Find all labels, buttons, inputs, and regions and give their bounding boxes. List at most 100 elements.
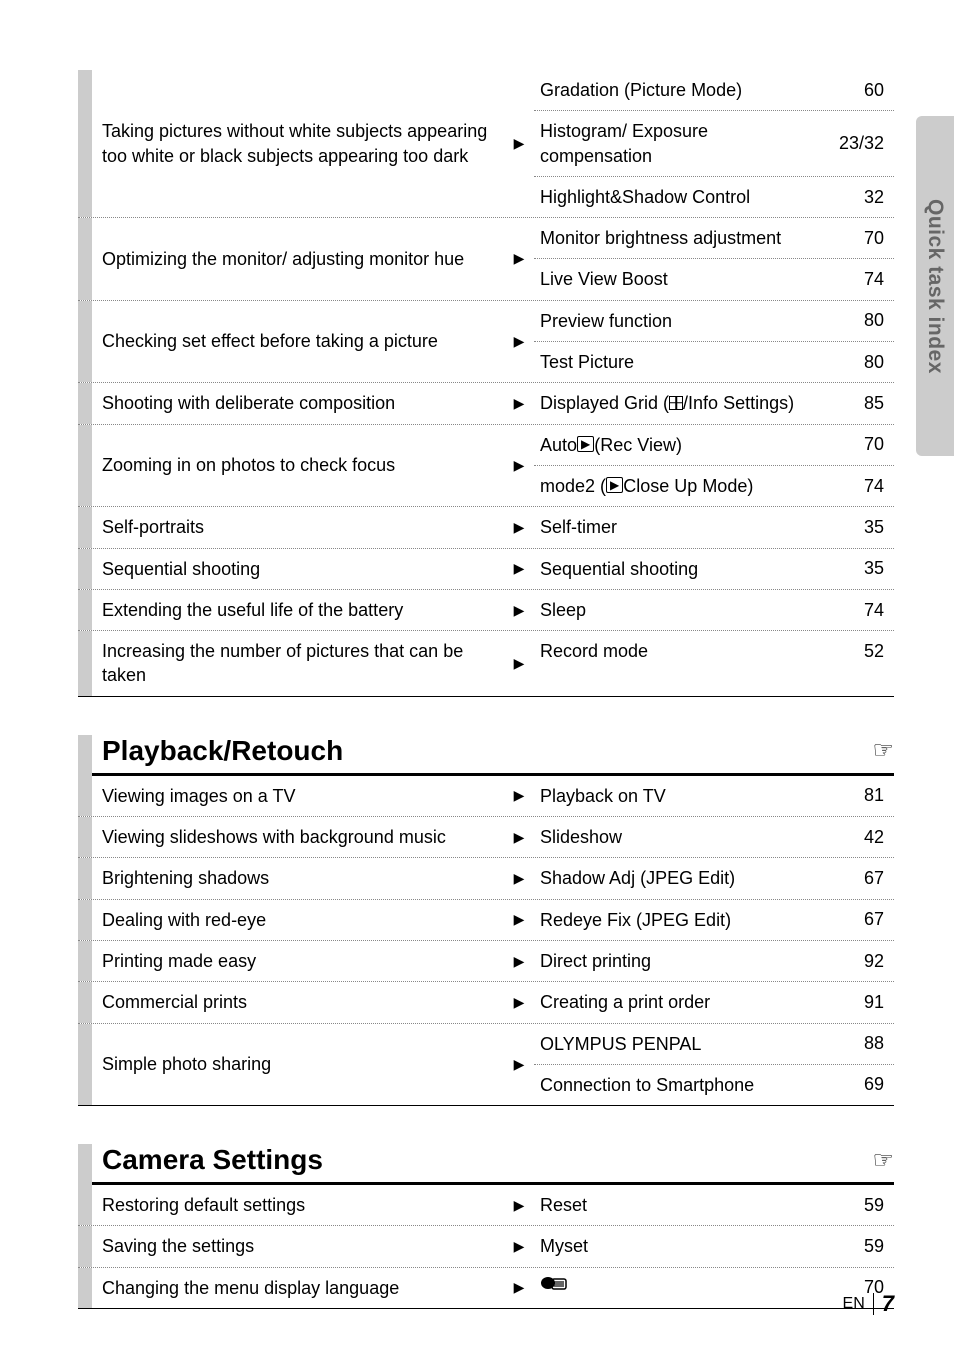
sub-row: Auto▶ (Rec View)70 [534, 425, 894, 466]
sub-label: Connection to Smartphone [534, 1065, 824, 1105]
sub-row: Connection to Smartphone69 [534, 1065, 894, 1105]
arrow-icon: ▶ [504, 549, 534, 589]
sub-row: Creating a print order91 [534, 982, 894, 1022]
sub-label: Auto▶ (Rec View) [534, 425, 824, 465]
row-topic: Commercial prints [92, 982, 504, 1022]
row-bar [78, 858, 92, 898]
table-row: Shooting with deliberate composition▶Dis… [78, 383, 894, 424]
side-tab: Quick task index [916, 116, 954, 456]
sub-label: Preview function [534, 301, 824, 341]
row-topic: Changing the menu display language [92, 1268, 504, 1308]
table-row: Changing the menu display language▶70 [78, 1268, 894, 1309]
sub-page: 74 [824, 259, 894, 299]
row-targets: Redeye Fix (JPEG Edit)67 [534, 900, 894, 940]
sub-row: mode2 (▶ Close Up Mode)74 [534, 466, 894, 506]
row-topic: Taking pictures without white subjects a… [92, 70, 504, 217]
footer-divider [873, 1293, 874, 1315]
sub-label: Direct printing [534, 941, 824, 981]
row-targets: Creating a print order91 [534, 982, 894, 1022]
row-bar [78, 1268, 92, 1308]
sub-label: Self-timer [534, 507, 824, 547]
sub-page: 52 [824, 631, 894, 671]
sub-label: Slideshow [534, 817, 824, 857]
arrow-icon: ▶ [504, 301, 534, 383]
row-bar [78, 1226, 92, 1266]
row-bar [78, 776, 92, 816]
sub-label: Creating a print order [534, 982, 824, 1022]
row-targets: Myset59 [534, 1226, 894, 1266]
section-bar [78, 735, 92, 776]
sub-label: Highlight&Shadow Control [534, 177, 824, 217]
table-row: Dealing with red-eye▶Redeye Fix (JPEG Ed… [78, 900, 894, 941]
row-targets: OLYMPUS PENPAL88Connection to Smartphone… [534, 1024, 894, 1106]
arrow-icon: ▶ [504, 858, 534, 898]
hand-icon: ☞ [872, 1146, 894, 1175]
row-topic: Viewing slideshows with background music [92, 817, 504, 857]
arrow-icon: ▶ [504, 218, 534, 300]
sub-label: Sequential shooting [534, 549, 824, 589]
arrow-icon: ▶ [504, 900, 534, 940]
sub-row: Record mode52 [534, 631, 894, 671]
sub-page: 91 [824, 982, 894, 1022]
row-bar [78, 631, 92, 696]
table-row: Viewing slideshows with background music… [78, 817, 894, 858]
sub-page: 80 [824, 301, 894, 341]
row-targets: 70 [534, 1268, 894, 1308]
sub-row: Shadow Adj (JPEG Edit)67 [534, 858, 894, 898]
sub-label: Live View Boost [534, 259, 824, 299]
arrow-icon: ▶ [504, 70, 534, 217]
sub-row: Highlight&Shadow Control32 [534, 177, 894, 217]
sub-row: 70 [534, 1268, 894, 1308]
sub-page: 92 [824, 941, 894, 981]
sub-page: 74 [824, 590, 894, 630]
table-row: Printing made easy▶Direct printing92 [78, 941, 894, 982]
sub-row: Direct printing92 [534, 941, 894, 981]
row-bar [78, 383, 92, 423]
sub-row: Reset59 [534, 1185, 894, 1225]
sub-label: Gradation (Picture Mode) [534, 70, 824, 110]
row-topic: Printing made easy [92, 941, 504, 981]
row-targets: Reset59 [534, 1185, 894, 1225]
page-footer: EN 7 [843, 1291, 894, 1317]
row-topic: Optimizing the monitor/ adjusting monito… [92, 218, 504, 300]
sub-page: 59 [824, 1226, 894, 1266]
section-block: Camera Settings☞Restoring default settin… [78, 1144, 894, 1309]
table-row: Sequential shooting▶Sequential shooting3… [78, 549, 894, 590]
sub-row: Redeye Fix (JPEG Edit)67 [534, 900, 894, 940]
sub-label: Shadow Adj (JPEG Edit) [534, 858, 824, 898]
table-row: Saving the settings▶Myset59 [78, 1226, 894, 1267]
row-targets: Playback on TV81 [534, 776, 894, 816]
sub-row: Slideshow42 [534, 817, 894, 857]
footer-page: 7 [882, 1291, 894, 1317]
sub-row: Histogram/ Exposure compensation23/32 [534, 111, 894, 177]
table-row: Commercial prints▶Creating a print order… [78, 982, 894, 1023]
side-tab-text: Quick task index [923, 199, 947, 374]
sub-page: 81 [824, 776, 894, 816]
row-topic: Brightening shadows [92, 858, 504, 898]
row-targets: Slideshow42 [534, 817, 894, 857]
table-row: Brightening shadows▶Shadow Adj (JPEG Edi… [78, 858, 894, 899]
sub-row: Playback on TV81 [534, 776, 894, 816]
sub-page: 32 [824, 177, 894, 217]
row-targets: Preview function80Test Picture80 [534, 301, 894, 383]
sub-label: Sleep [534, 590, 824, 630]
section-block: Taking pictures without white subjects a… [78, 70, 894, 697]
arrow-icon: ▶ [504, 982, 534, 1022]
table-row: Extending the useful life of the battery… [78, 590, 894, 631]
sub-row: Live View Boost74 [534, 259, 894, 299]
row-topic: Sequential shooting [92, 549, 504, 589]
sub-label: Playback on TV [534, 776, 824, 816]
row-targets: Direct printing92 [534, 941, 894, 981]
sub-page: 67 [824, 900, 894, 940]
row-bar [78, 982, 92, 1022]
arrow-icon: ▶ [504, 590, 534, 630]
arrow-icon: ▶ [504, 507, 534, 547]
row-bar [78, 218, 92, 300]
table-row: Zooming in on photos to check focus▶Auto… [78, 425, 894, 508]
table-row: Viewing images on a TV▶Playback on TV81 [78, 776, 894, 817]
sub-label: Myset [534, 1226, 824, 1266]
arrow-icon: ▶ [504, 1268, 534, 1308]
table-row: Checking set effect before taking a pict… [78, 301, 894, 384]
sub-page: 80 [824, 342, 894, 382]
arrow-icon: ▶ [504, 941, 534, 981]
